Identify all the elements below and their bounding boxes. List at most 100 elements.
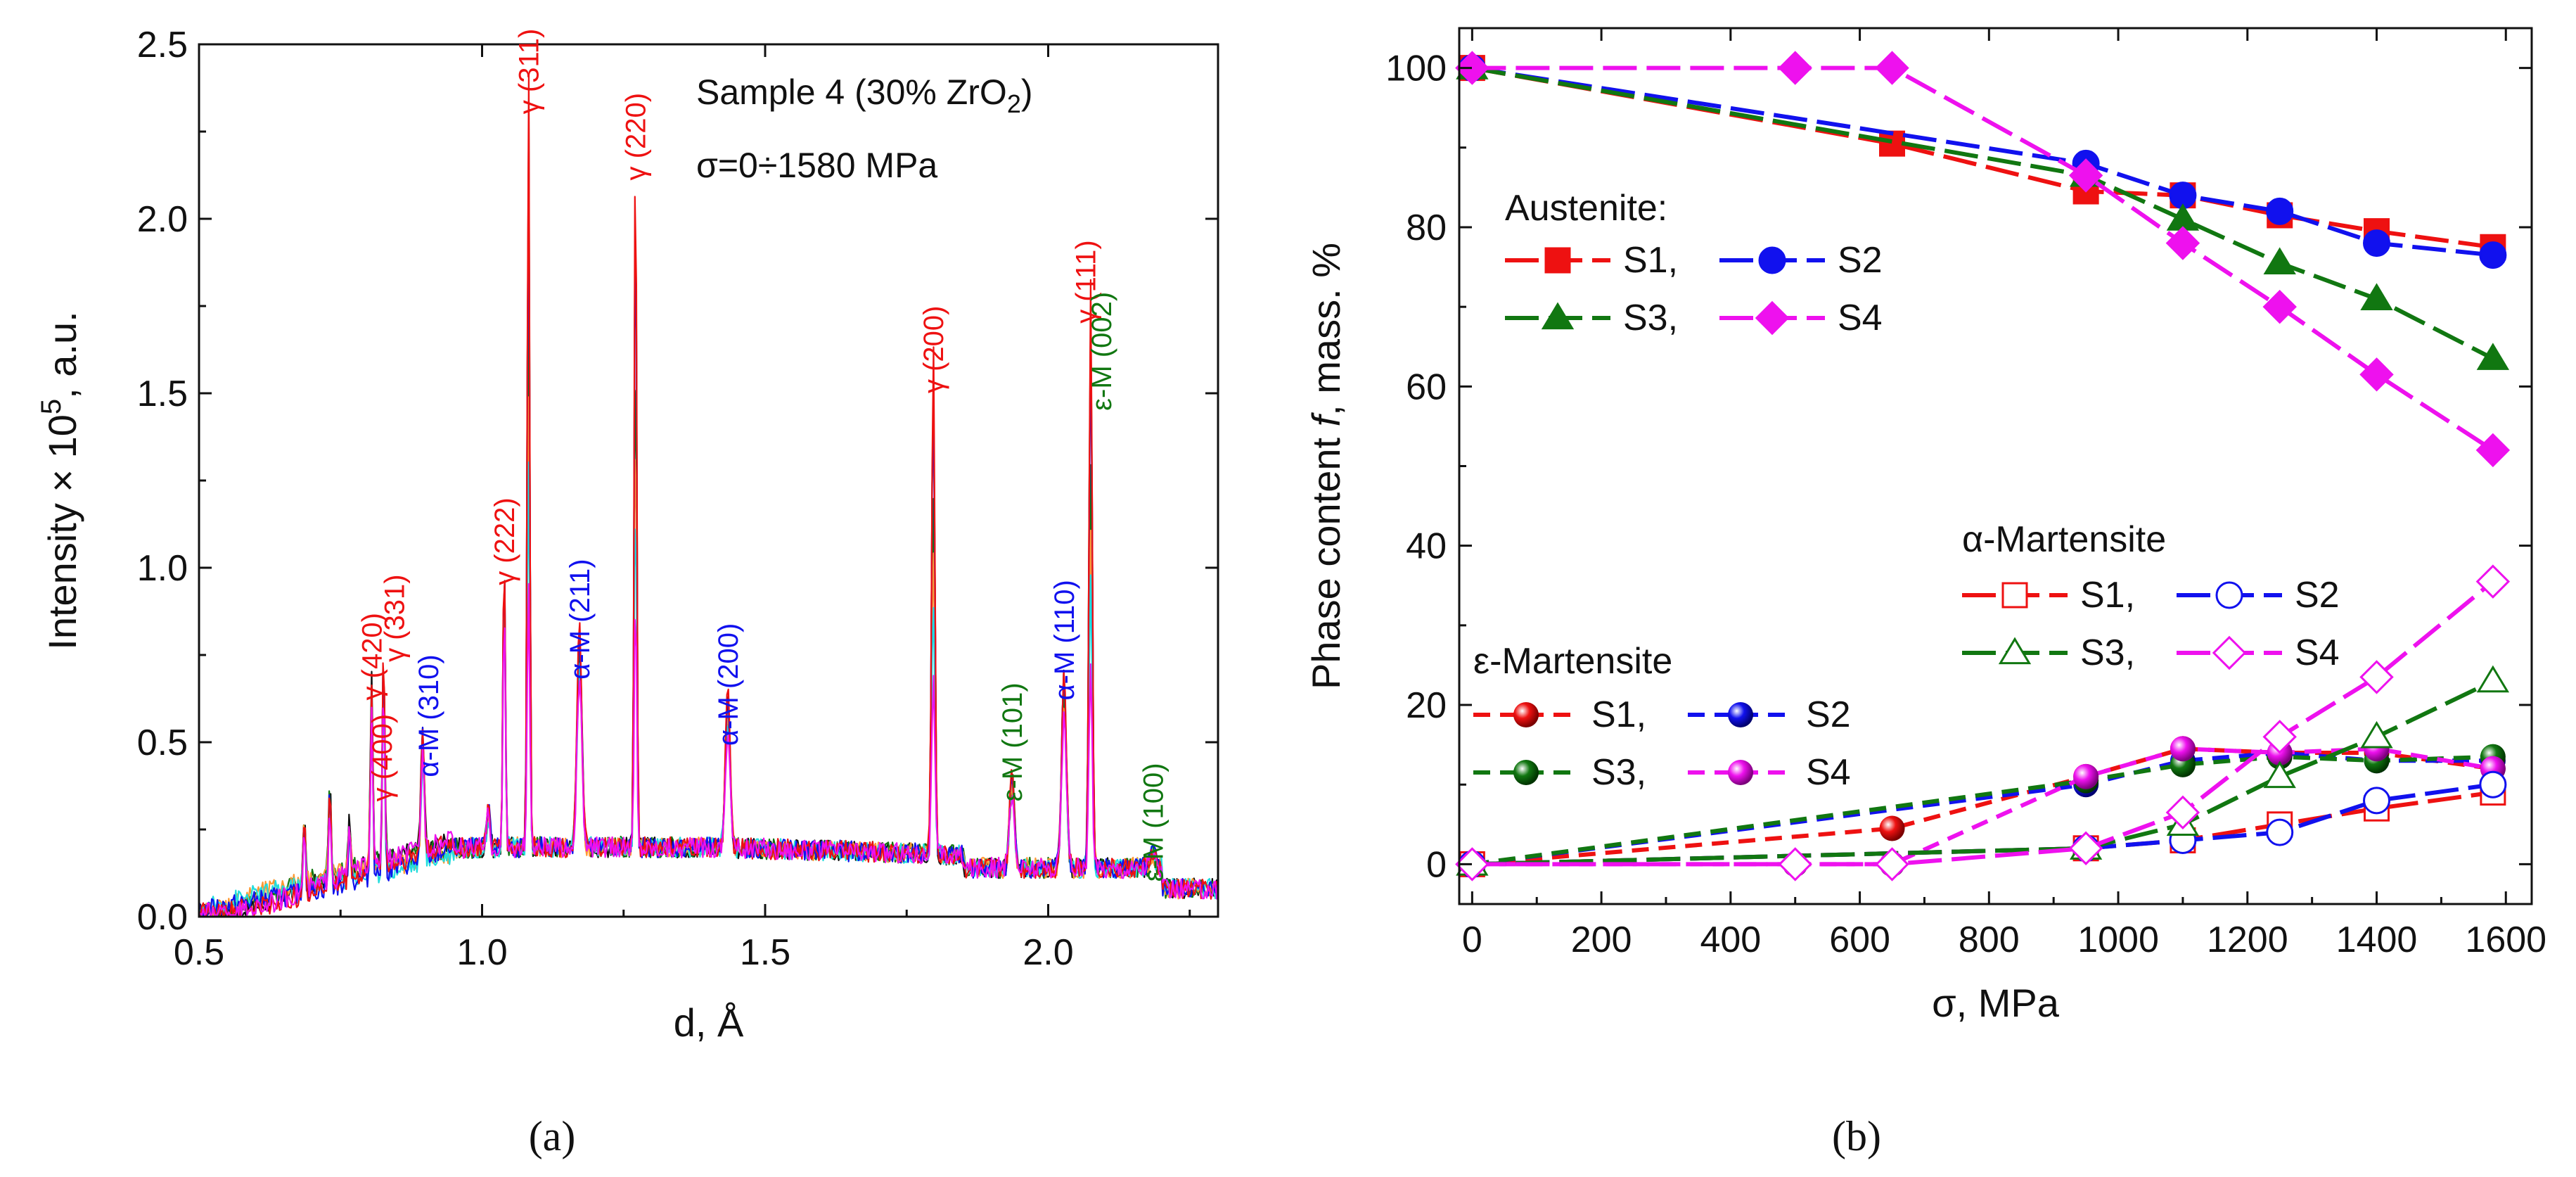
series-line-S4	[1472, 65, 2494, 452]
x-tick-label: 1200	[2207, 920, 2288, 960]
xrd-sample-title: Sample 4 (30% ZrO2)	[696, 72, 1033, 118]
peak-label: γ (311)	[514, 29, 545, 115]
phase-chart-panel: 0 200 400 600 800 1000 1200 1400 1600 0 20 40 60 80 10…	[1304, 27, 2546, 1025]
legend-label: S4	[2295, 632, 2340, 673]
diamond-marker	[2359, 357, 2394, 392]
legend-label: S3,	[2080, 632, 2135, 673]
peak-label: γ (331)	[380, 574, 411, 662]
legend-title: Austenite:	[1505, 188, 1667, 229]
diamond-marker	[1875, 847, 1909, 882]
triangle-marker	[1998, 637, 2032, 665]
circle-marker	[2266, 197, 2294, 225]
x-tick-label: 200	[1571, 920, 1632, 960]
diamond-marker	[2165, 795, 2200, 830]
triangle-marker	[2476, 665, 2510, 693]
square-marker	[2001, 582, 2028, 609]
peak-label: γ (111)	[1071, 240, 1102, 324]
diamond-marker	[2262, 289, 2297, 324]
xrd-x-axis-label: d, Å	[674, 1000, 744, 1045]
ball-marker	[2073, 763, 2099, 789]
circle-marker	[2479, 241, 2507, 269]
y-tick-label: 0.5	[137, 723, 188, 763]
x-tick-label: 800	[1959, 920, 2020, 960]
circle-marker	[2215, 581, 2243, 609]
diamond-marker	[2068, 158, 2103, 193]
xrd-pattern-line	[198, 109, 1219, 916]
series-line-S4	[1472, 580, 2494, 867]
y-tick-label: 60	[1406, 367, 1447, 407]
diamond-marker	[2475, 564, 2511, 599]
legend-label: S4	[1838, 298, 1883, 338]
legend-label: S1,	[2080, 575, 2135, 616]
legend-title: α-Martensite	[1962, 519, 2166, 560]
diamond-marker	[2262, 720, 2297, 754]
diamond-marker	[1455, 847, 1489, 882]
y-tick-label: 0	[1426, 844, 1447, 885]
circle-marker	[1758, 246, 1786, 274]
series-line-S2	[1471, 65, 2494, 257]
peak-label: γ (200)	[918, 306, 949, 394]
ball-marker	[1728, 702, 1753, 727]
peak-label: ε-M (100)	[1138, 763, 1169, 882]
series-line-S3	[1472, 679, 2494, 867]
diamond-marker	[2475, 433, 2511, 468]
legend-label: S1,	[1623, 240, 1678, 281]
phase-y-axis-label: Phase content f, mass. %	[1304, 243, 1348, 689]
legend-label: S2	[1806, 694, 1851, 735]
peak-label: α-M (110)	[1049, 580, 1080, 700]
phase-series-group	[1455, 51, 2511, 882]
diamond-marker	[1778, 51, 1812, 85]
legend-label: S3,	[1591, 752, 1646, 793]
triangle-marker	[2263, 761, 2296, 789]
peak-label: α-M (211)	[565, 559, 596, 679]
xrd-y-axis-label: Intensity × 105, a.u.	[36, 311, 84, 649]
diamond-marker	[2165, 226, 2200, 260]
y-tick-label: 1.5	[137, 374, 188, 414]
x-tick-label: 600	[1829, 920, 1890, 960]
xrd-pattern-line	[198, 148, 1219, 916]
peak-label: γ (400)	[367, 714, 398, 802]
y-tick-label: 100	[1385, 49, 1447, 89]
diamond-marker	[2359, 660, 2394, 694]
circle-marker	[2266, 818, 2294, 846]
x-tick-label: 0	[1462, 920, 1482, 960]
triangle-marker	[1541, 302, 1575, 330]
y-tick-label: 2.5	[137, 25, 188, 65]
ball-marker	[2170, 736, 2196, 762]
x-tick-label: 2.0	[1023, 932, 1073, 973]
ball-marker	[1513, 760, 1539, 785]
peak-label: γ (420)	[357, 613, 388, 701]
legend-label: S4	[1806, 752, 1851, 793]
xrd-chart-panel: 0.5 1.0 1.5 2.00.00.51.01.52.02.5 γ (420)γ …	[36, 25, 1219, 1045]
xrd-peak-annotations: γ (420) γ (400) γ (331)α-M (310) γ (222) γ (…	[357, 29, 1170, 882]
ball-marker	[1879, 815, 1905, 841]
y-tick-label: 40	[1406, 526, 1447, 567]
xrd-pattern-line	[199, 75, 1219, 916]
circle-marker	[2363, 229, 2391, 257]
circle-marker	[2479, 770, 2507, 799]
xrd-axis-ticks: 0.5 1.0 1.5 2.00.00.51.01.52.02.5	[137, 25, 1218, 973]
peak-label: α-M (200)	[713, 623, 744, 746]
ball-marker	[1728, 760, 1753, 785]
peak-label: ε-M (002)	[1087, 292, 1117, 411]
diamond-marker	[1875, 51, 1909, 85]
phase-legends: Austenite: S1, S2 S3, S4 α-Martensite S1, S2 S3,…	[1473, 188, 2340, 793]
triangle-marker	[2166, 203, 2200, 231]
diamond-marker	[1455, 51, 1489, 85]
xrd-series-group	[198, 75, 1219, 916]
diamond-marker	[2212, 635, 2247, 670]
x-tick-label: 1400	[2336, 920, 2418, 960]
peak-label: ε-M (101)	[997, 682, 1028, 801]
x-tick-label: 1.0	[456, 932, 507, 973]
square-marker	[1544, 247, 1571, 274]
legend-label: S1,	[1591, 694, 1646, 735]
y-tick-label: 1.0	[137, 548, 188, 589]
legend-label: S3,	[1623, 298, 1678, 338]
circle-marker	[2363, 787, 2391, 815]
y-tick-label: 20	[1406, 685, 1447, 726]
phase-x-axis-label: σ, MPa	[1932, 981, 2060, 1025]
triangle-marker	[2360, 720, 2393, 749]
peak-label: γ (222)	[489, 497, 520, 585]
panel-label-b: (b)	[1832, 1113, 1881, 1159]
triangle-marker	[2360, 283, 2393, 310]
